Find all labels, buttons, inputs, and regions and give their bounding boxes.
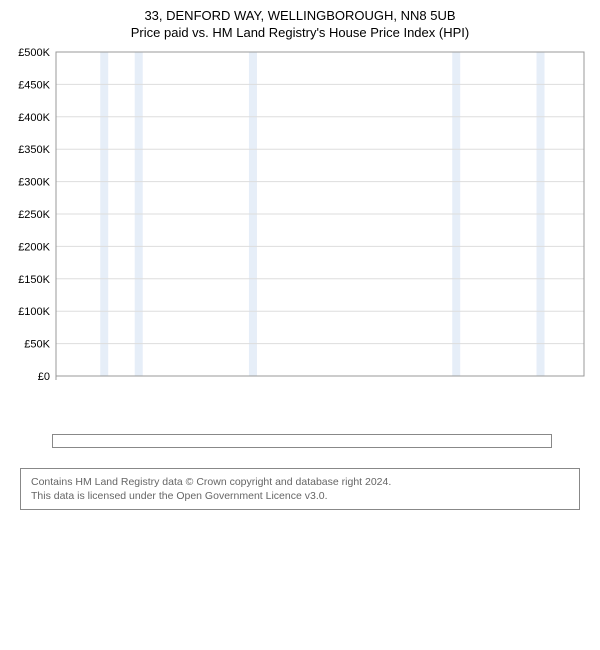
- svg-text:£100K: £100K: [18, 306, 50, 318]
- svg-text:£50K: £50K: [24, 339, 50, 351]
- line-chart-svg: £0 £50K £100K £150K £200K £250K £300K £350K £400…: [8, 46, 592, 426]
- footer-attribution: Contains HM Land Registry data © Crown c…: [20, 468, 580, 510]
- svg-text:£400K: £400K: [18, 112, 50, 124]
- footer-line2: This data is licensed under the Open Gov…: [31, 489, 569, 503]
- chart-area: £0 £50K £100K £150K £200K £250K £300K £350K £400…: [8, 46, 592, 426]
- svg-text:£150K: £150K: [18, 274, 50, 286]
- svg-text:£0: £0: [38, 371, 50, 383]
- title-address: 33, DENFORD WAY, WELLINGBOROUGH, NN8 5UB: [8, 8, 592, 23]
- svg-text:£200K: £200K: [18, 241, 50, 253]
- legend-box: [52, 434, 552, 448]
- svg-text:£250K: £250K: [18, 209, 50, 221]
- title-subtitle: Price paid vs. HM Land Registry's House …: [8, 25, 592, 40]
- title-block: 33, DENFORD WAY, WELLINGBOROUGH, NN8 5UB…: [8, 8, 592, 40]
- svg-text:£500K: £500K: [18, 47, 50, 59]
- svg-text:£450K: £450K: [18, 79, 50, 91]
- svg-text:£300K: £300K: [18, 177, 50, 189]
- svg-text:£350K: £350K: [18, 144, 50, 156]
- footer-line1: Contains HM Land Registry data © Crown c…: [31, 475, 569, 489]
